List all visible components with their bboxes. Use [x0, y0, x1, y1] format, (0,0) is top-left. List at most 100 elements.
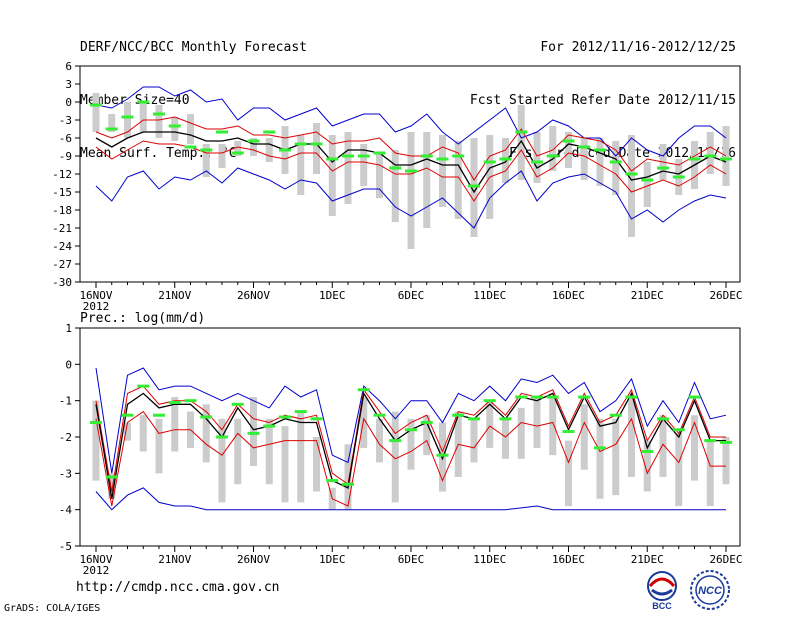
temp-observed-marker — [294, 142, 307, 146]
prec-spread-bar — [517, 407, 525, 459]
prec-x-tick-label: 1DEC — [319, 553, 346, 566]
prec-observed-marker — [657, 417, 669, 421]
prec-observed-marker — [184, 399, 197, 403]
prec-spread-bar — [124, 422, 131, 441]
temp-spread-bar — [265, 138, 273, 162]
prec-spread-bar — [344, 444, 352, 510]
prec-x-tick-label: 16DEC — [552, 553, 585, 566]
temp-observed-marker — [90, 103, 102, 107]
prec-observed-marker — [499, 417, 512, 421]
temp-x-tick-label: 6DEC — [398, 289, 425, 302]
temp-observed-marker — [641, 178, 654, 182]
prec-observed-marker — [452, 413, 465, 417]
temp-y-tick-label: 6 — [65, 60, 72, 73]
temp-spread-bar — [533, 132, 541, 183]
prec-observed-marker — [310, 417, 323, 421]
prec-observed-marker — [436, 453, 449, 457]
temp-observed-marker — [531, 160, 543, 164]
prec-y-tick-label: -1 — [59, 395, 72, 408]
prec-observed-marker — [357, 388, 370, 392]
prec-spread-bar — [376, 418, 383, 463]
prec-y-tick-label: 0 — [65, 358, 72, 371]
temp-x-tick-label: 16NOV — [79, 289, 112, 302]
prec-lower-line — [95, 410, 726, 507]
prec-spread-bar — [675, 433, 683, 507]
temp-observed-marker — [263, 130, 276, 134]
temp-y-tick-label: -21 — [52, 222, 72, 235]
prec-upper-line — [95, 385, 726, 492]
prec-observed-marker — [562, 430, 575, 434]
temp-x-tick-label: 16DEC — [552, 289, 585, 302]
temp-spread-bar — [187, 114, 194, 144]
prec-observed-marker — [121, 413, 134, 417]
prec-observed-marker — [483, 399, 496, 403]
prec-plot-frame — [79, 327, 741, 547]
prec-observed-marker — [90, 420, 102, 424]
temp-observed-marker — [704, 154, 717, 158]
temp-spread-bar — [407, 132, 415, 249]
temp-spread-bar — [439, 135, 446, 207]
temp-spread-bar — [218, 144, 226, 168]
prec-observed-marker — [263, 424, 276, 428]
temp-observed-marker — [357, 154, 370, 158]
prec-y-tick-label: -3 — [59, 467, 72, 480]
temp-spread-bar — [423, 132, 431, 228]
temp-observed-marker — [279, 148, 291, 152]
temp-spread-bar — [360, 144, 368, 186]
prec-observed-marker — [153, 413, 165, 417]
temp-observed-marker — [216, 130, 228, 134]
prec-x-tick-label: 26NOV — [237, 553, 270, 566]
temp-spread-bar — [517, 105, 525, 180]
prec-spread-bar — [391, 411, 399, 503]
temp-spread-bar — [250, 138, 257, 156]
temp-spread-bar — [313, 123, 320, 174]
temp-spread-bar — [124, 102, 131, 138]
prec-spread-bar — [580, 404, 588, 470]
prec-spread-bar — [297, 411, 305, 503]
temp-spread-bar — [92, 93, 100, 132]
prec-spread-bar — [202, 404, 210, 463]
fcst-started-date: Fcst Started Refer Date 2012/11/15 — [469, 93, 736, 108]
prec-max-line — [95, 367, 727, 474]
bcc-logo-text: BCC — [652, 601, 672, 611]
temp-spread-bar — [202, 144, 210, 177]
temp-mean-line — [95, 131, 727, 194]
temp-y-tick-label: 3 — [65, 78, 72, 91]
temp-spread-bar — [328, 135, 336, 216]
temp-observed-marker — [578, 145, 591, 149]
temp-observed-marker — [342, 154, 354, 158]
temp-observed-marker — [546, 154, 559, 158]
ncc-logo-text: NCC — [698, 585, 723, 597]
prec-spread-bar — [549, 397, 557, 456]
prec-spread-bar — [596, 418, 604, 499]
prec-spread-bar — [612, 418, 620, 496]
temp-spread-bar — [565, 132, 572, 168]
temp-observed-marker — [405, 169, 417, 173]
temp-y-tick-label: -15 — [52, 186, 72, 199]
prec-observed-marker — [641, 450, 654, 454]
temp-spread-bar — [706, 132, 714, 174]
source-url[interactable]: http://cmdp.ncc.cma.gov.cn — [76, 580, 280, 595]
temp-spread-bar — [628, 135, 635, 237]
prec-observed-marker — [546, 395, 559, 399]
prec-spread-bar — [139, 415, 147, 452]
prec-observed-marker — [168, 400, 181, 404]
temp-observed-marker — [247, 139, 260, 143]
temp-y-tick-label: -24 — [52, 240, 72, 253]
temp-observed-marker — [657, 166, 669, 170]
temp-plot-frame — [79, 65, 741, 283]
prec-spread-bar — [643, 440, 651, 492]
temp-spread-bar — [234, 141, 242, 156]
temp-observed-marker — [688, 157, 701, 161]
temp-year-label: 2012 — [83, 300, 110, 313]
prec-spread-bar — [360, 397, 368, 448]
prec-observed-marker — [137, 384, 150, 388]
prec-observed-marker — [625, 395, 638, 399]
prec-observed-marker — [609, 413, 622, 417]
temp-observed-marker — [231, 151, 244, 155]
prec-year-label: 2012 — [83, 564, 110, 577]
prec-observed-marker — [720, 440, 732, 444]
temp-observed-marker — [168, 124, 181, 128]
prec-observed-marker — [468, 417, 480, 421]
temp-observed-marker — [184, 145, 197, 149]
